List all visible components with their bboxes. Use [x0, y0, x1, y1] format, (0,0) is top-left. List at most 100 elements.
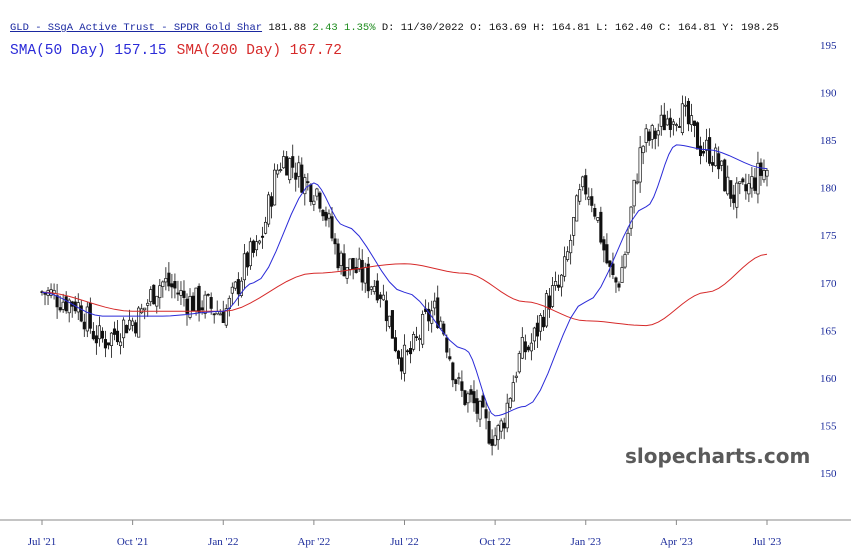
candle-body [369, 286, 373, 290]
candle-body [294, 172, 298, 180]
candle-body [312, 200, 316, 205]
candle-body [118, 341, 123, 347]
candle-body [550, 285, 555, 307]
candle-body [339, 252, 343, 266]
candle-body [632, 179, 636, 207]
candle-body [759, 162, 763, 176]
candle-body [653, 130, 657, 139]
candle-body [146, 302, 150, 306]
candle-body [747, 183, 751, 195]
candle-body [94, 335, 98, 344]
candle-body [245, 252, 249, 268]
candle-body [405, 350, 410, 353]
candle-body [614, 277, 618, 283]
candle-body [538, 315, 542, 332]
candle-body [115, 330, 120, 343]
candle-body [535, 322, 539, 337]
candle-body [224, 308, 228, 326]
candle-body [143, 307, 147, 311]
candle-body [318, 192, 322, 209]
candle-body [553, 281, 558, 286]
candle-body [505, 402, 509, 429]
candle-body [499, 420, 503, 432]
candle-body [85, 306, 89, 332]
candle-body [514, 375, 518, 378]
candle-body [641, 145, 645, 154]
sma50-legend[interactable]: SMA(50 Day) 157.15 [10, 43, 167, 59]
candle-body [484, 409, 488, 419]
candle-body [608, 260, 612, 267]
candle-body [176, 292, 180, 295]
candle-body [103, 339, 107, 349]
candle-body [560, 274, 564, 288]
sma200-legend[interactable]: SMA(200 Day) 167.72 [176, 43, 342, 59]
candle-body [563, 256, 567, 277]
candle-body [288, 158, 292, 181]
candle-body [481, 395, 485, 408]
candle-body [735, 182, 739, 208]
candle-body [741, 178, 745, 183]
candle-body [372, 286, 376, 292]
candle-body [620, 267, 624, 283]
candle-body [381, 294, 385, 301]
candle-body [263, 221, 268, 234]
quote-header: GLD - SSgA Active Trust - SPDR Gold Shar… [10, 22, 779, 34]
sma50-line [41, 144, 768, 417]
candle-body [720, 160, 724, 166]
candle-body [399, 357, 404, 372]
candle-body [55, 295, 59, 308]
candle-body [131, 320, 135, 326]
y-tick-label: 180 [820, 183, 837, 195]
candle-body [569, 239, 573, 254]
candle-body [333, 238, 337, 245]
candle-body [412, 333, 416, 350]
candle-body [451, 362, 455, 381]
candle-body [384, 300, 388, 322]
candle-body [357, 258, 361, 270]
candle-body [97, 325, 101, 340]
candle-body [526, 346, 530, 351]
candle-body [726, 176, 730, 195]
candle-body [421, 314, 425, 345]
candle-body [454, 379, 458, 385]
candle-body [248, 241, 252, 267]
candle-body [705, 139, 709, 151]
candle-body [270, 196, 274, 207]
candle-body [251, 240, 256, 253]
candle-body [442, 323, 446, 335]
candle-body [137, 307, 141, 338]
candle-body [408, 348, 413, 355]
candle-body [511, 382, 515, 402]
candle-body [306, 181, 310, 183]
y-tick-label: 185 [820, 135, 837, 147]
candle-body [152, 284, 156, 305]
candle-body [547, 295, 552, 310]
y-axis: 150 155 160 165 170 175 180 185 190 195 [820, 40, 837, 480]
ticker-link[interactable]: GLD - SSgA Active Trust - SPDR Gold Shar [10, 22, 263, 34]
candle-body [650, 125, 654, 140]
candle-body [418, 338, 422, 341]
x-tick-label: Apr '22 [297, 536, 330, 548]
candle-body [170, 283, 174, 288]
y-tick-label: 190 [820, 88, 837, 100]
indicator-legend: SMA(50 Day) 157.15 SMA(200 Day) 167.72 [10, 43, 342, 59]
candle-body [179, 290, 183, 296]
candle-body [58, 307, 62, 311]
candle-body [668, 117, 672, 130]
candle-body [200, 307, 204, 311]
candle-body [82, 321, 86, 330]
x-tick-label: Jan '23 [571, 536, 602, 548]
candle-body [297, 162, 301, 177]
candle-body [572, 217, 576, 236]
candle-body [520, 337, 524, 359]
candle-body [125, 324, 129, 334]
x-tick-label: Jul '21 [28, 536, 57, 548]
candle-body [475, 398, 479, 414]
candle-body [375, 280, 379, 301]
candle-body [439, 320, 443, 329]
candle-body [276, 169, 280, 175]
candle-body [671, 121, 675, 125]
candle-body [717, 153, 721, 170]
candle-body [387, 315, 391, 327]
